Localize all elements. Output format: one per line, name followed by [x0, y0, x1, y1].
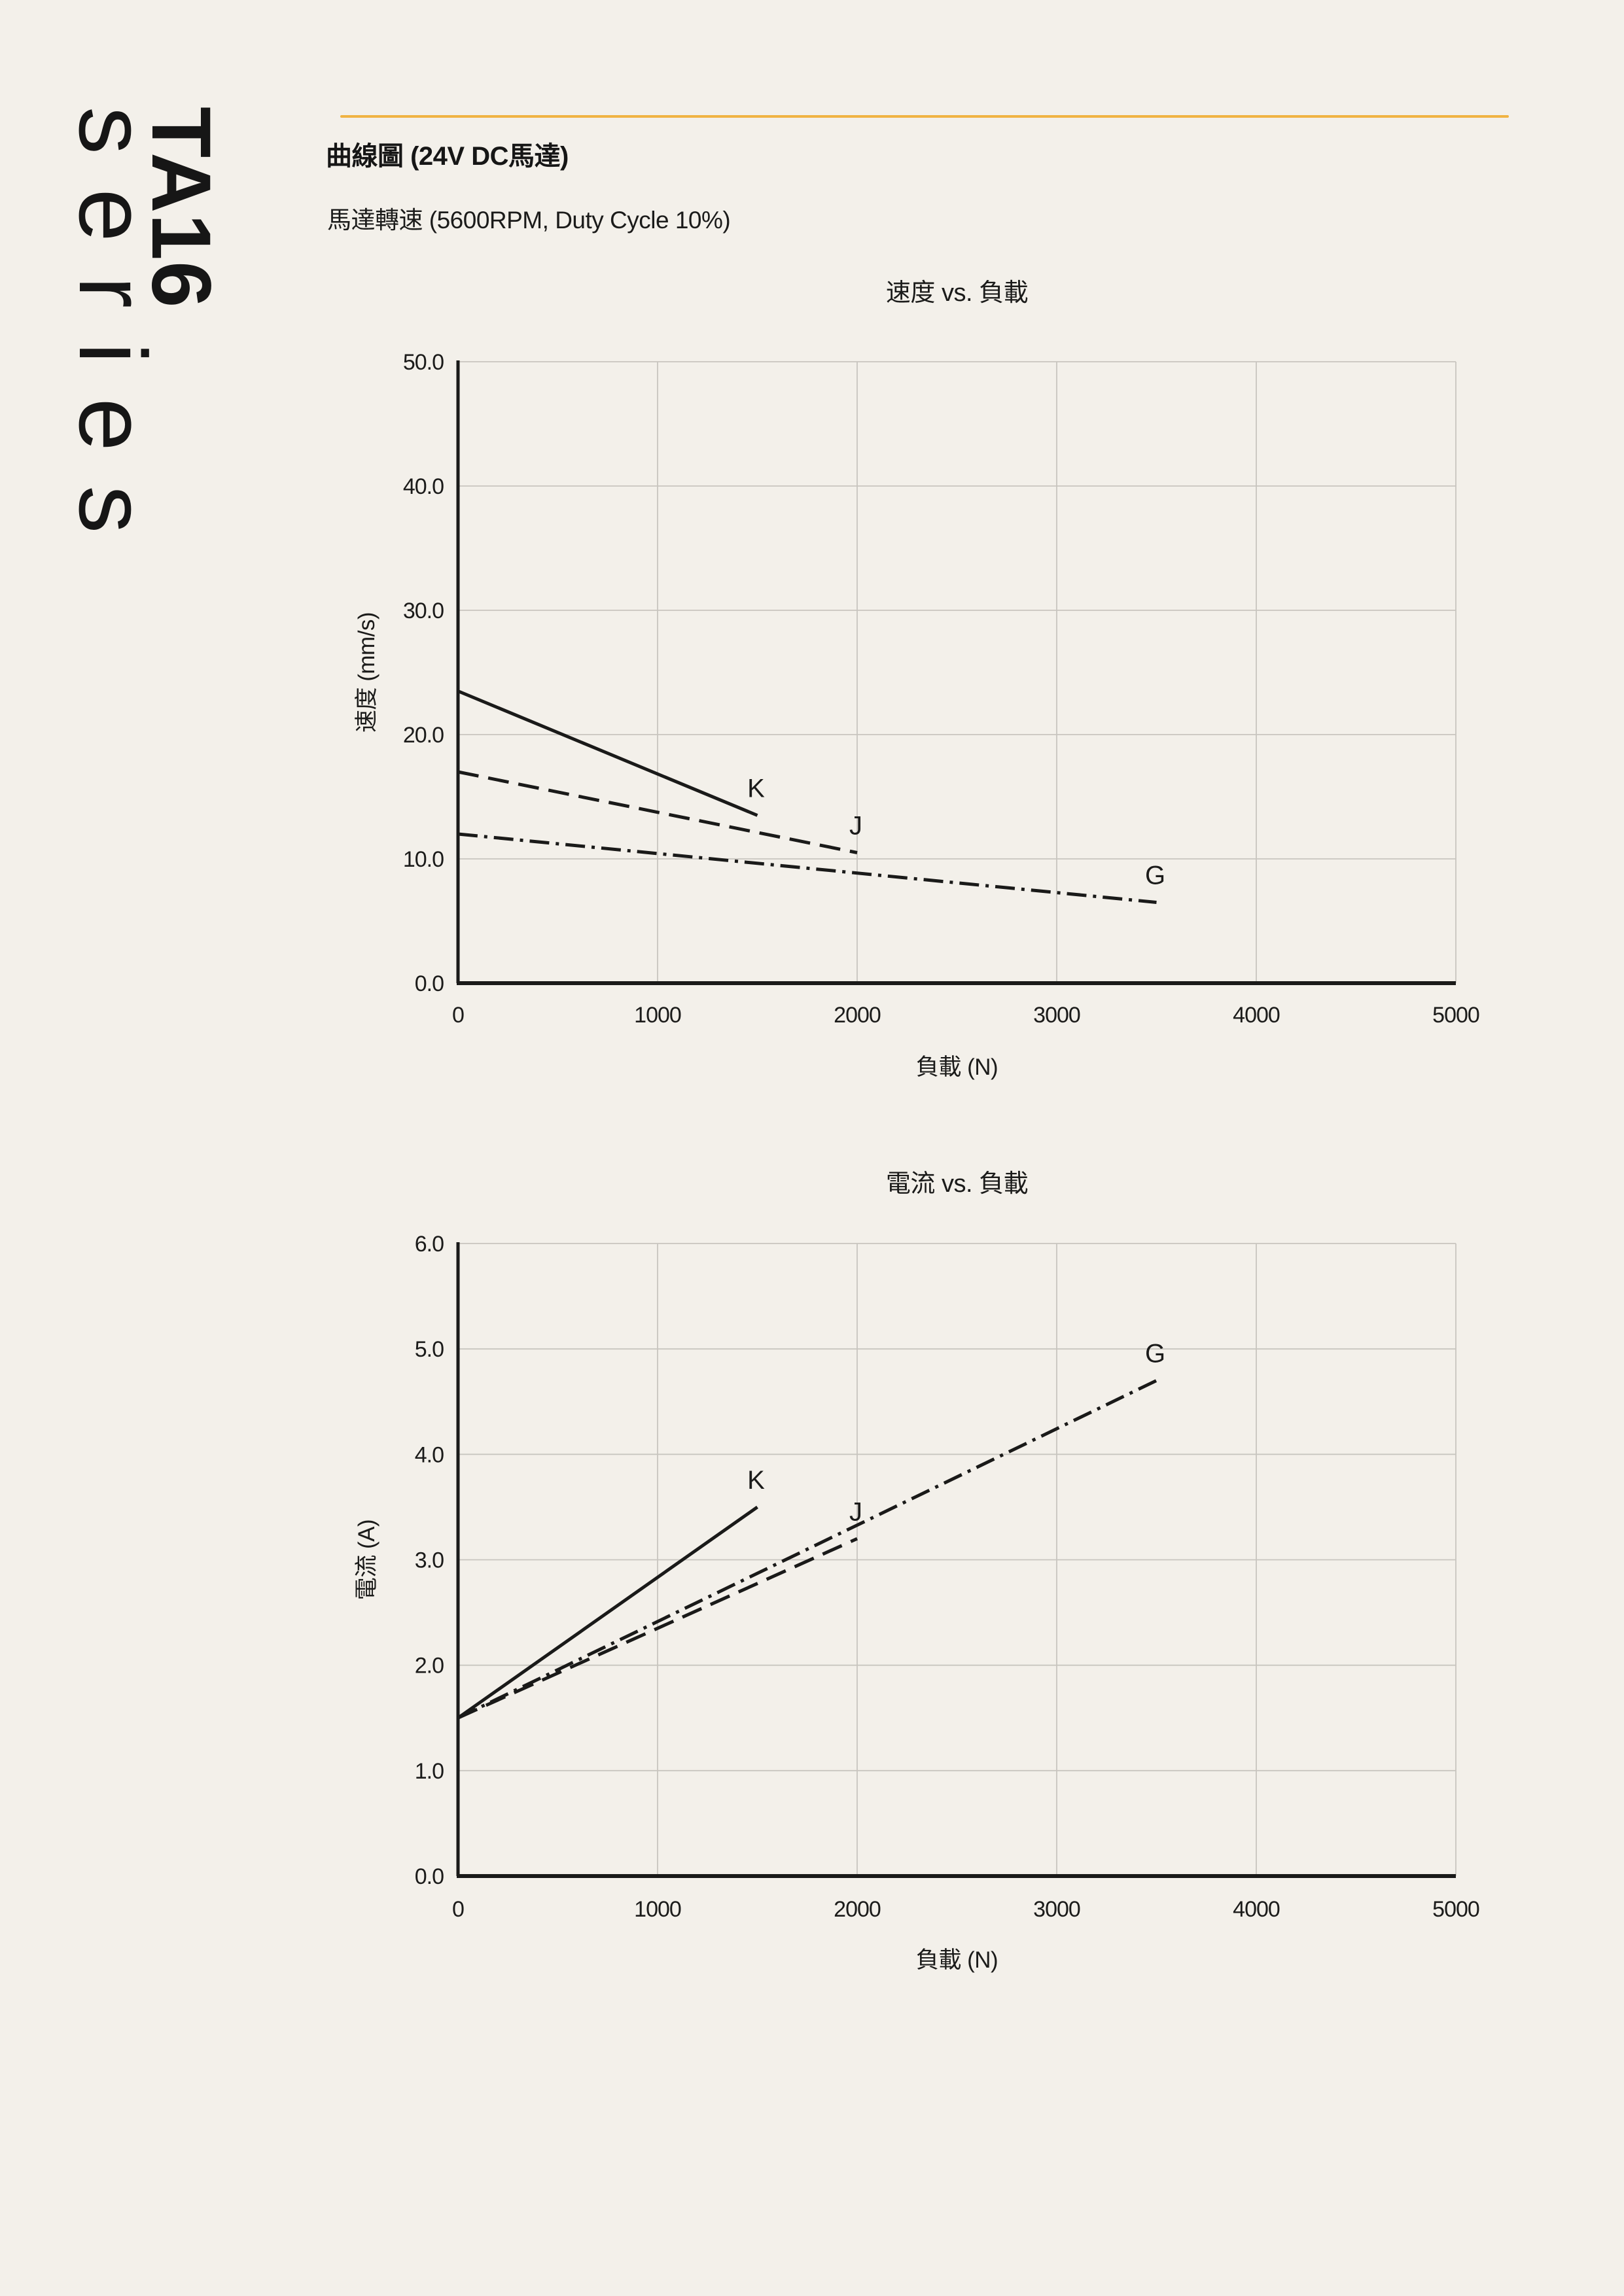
series-line-J	[457, 770, 858, 854]
brand-rotated-text: TA16 series	[60, 107, 228, 617]
y-axis-title: 速度 (mm/s)	[354, 612, 380, 733]
series-label-J: J	[849, 1497, 862, 1526]
y-tick-label: 4.0	[415, 1442, 444, 1467]
series-line-G	[457, 1379, 1157, 1720]
series-label-G: G	[1145, 861, 1165, 890]
accent-divider-line	[340, 115, 1509, 118]
x-axis-title: 負載 (N)	[916, 1947, 998, 1973]
y-tick-label: 2.0	[415, 1654, 444, 1679]
page-subtitle: 馬達轉速 (5600RPM, Duty Cycle 10%)	[327, 207, 731, 234]
y-tick-label: 3.0	[415, 1548, 444, 1573]
x-tick-label: 2000	[834, 1003, 881, 1028]
y-tick-label: 0.0	[415, 971, 444, 996]
x-tick-label: 1000	[634, 1897, 681, 1922]
current-vs-load-chart: 電流 vs. 負載 0.0 1.0 2.0 3.0 4.0 5.0 6.0 0 1000 2000 3…	[354, 1170, 1480, 1973]
y-tick-label: 0.0	[415, 1864, 444, 1889]
x-tick-label: 0	[452, 1003, 464, 1028]
x-tick-label: 3000	[1033, 1897, 1080, 1922]
x-tick-label: 4000	[1233, 1897, 1280, 1922]
series-label-J: J	[849, 812, 862, 841]
chart-title: 速度 vs. 負載	[886, 279, 1028, 307]
x-tick-label: 1000	[634, 1003, 681, 1028]
x-tick-label: 2000	[834, 1897, 881, 1922]
x-tick-label: 3000	[1033, 1003, 1080, 1028]
y-tick-label: 20.0	[403, 723, 444, 748]
series-line-K	[457, 689, 758, 817]
x-axis-title: 負載 (N)	[916, 1054, 998, 1080]
speed-vs-load-chart: 速度 vs. 負載 0.0 10.0 20.0 30.0 40.0 50.0 0 1000 200…	[354, 279, 1480, 1080]
x-tick-label: 5000	[1432, 1897, 1479, 1922]
x-tick-label: 0	[452, 1897, 464, 1922]
y-tick-label: 50.0	[403, 350, 444, 375]
series-line-J	[457, 1537, 858, 1720]
y-tick-label: 6.0	[415, 1232, 444, 1257]
y-axis-title: 電流 (A)	[354, 1520, 380, 1600]
x-tick-label: 4000	[1233, 1003, 1280, 1028]
y-tick-label: 10.0	[403, 847, 444, 872]
series-label-K: K	[747, 774, 765, 803]
series-word: series	[60, 107, 167, 568]
series-label-G: G	[1145, 1340, 1165, 1368]
series-line-K	[457, 1505, 758, 1720]
series-label-K: K	[747, 1466, 765, 1495]
brand-block: TA16 series	[60, 107, 228, 617]
page-title: 曲線圖 (24V DC馬達)	[326, 142, 569, 171]
y-tick-label: 5.0	[415, 1337, 444, 1362]
series-line-G	[457, 832, 1157, 904]
x-tick-label: 5000	[1432, 1003, 1479, 1028]
y-tick-label: 40.0	[403, 474, 444, 499]
chart-title: 電流 vs. 負載	[886, 1170, 1028, 1198]
y-tick-label: 1.0	[415, 1759, 444, 1784]
y-tick-label: 30.0	[403, 599, 444, 623]
